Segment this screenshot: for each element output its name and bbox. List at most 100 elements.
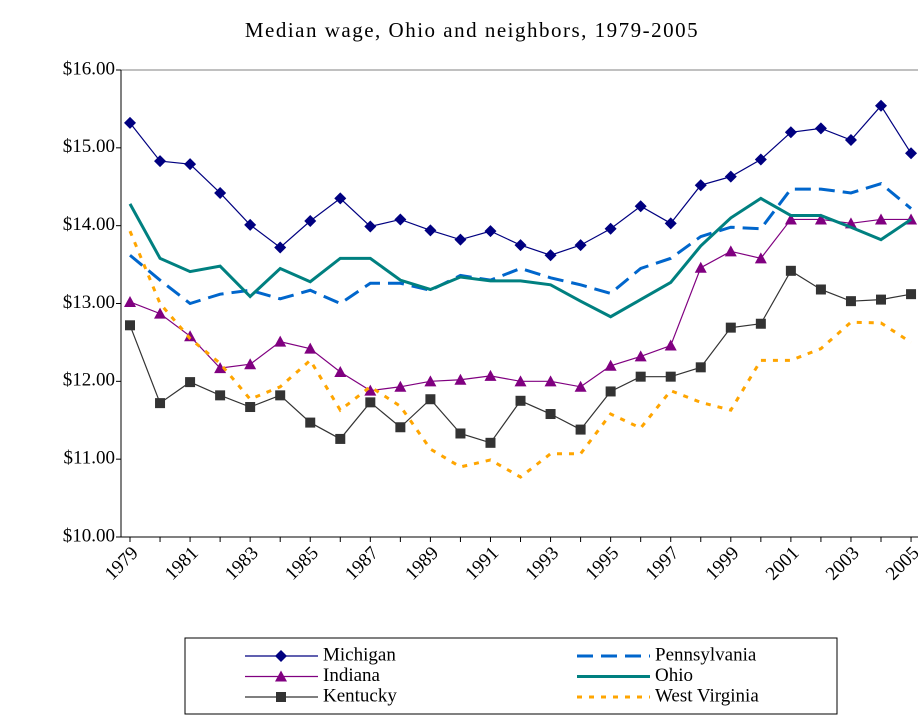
marker: [814, 213, 827, 225]
marker: [455, 428, 466, 439]
y-tick-label: $10.00: [63, 525, 115, 546]
marker: [725, 322, 736, 333]
series-line: [129, 181, 912, 306]
marker: [664, 217, 677, 230]
marker: [364, 384, 377, 396]
x-tick-label: 1991: [461, 543, 503, 585]
marker: [574, 239, 587, 252]
marker: [695, 362, 706, 373]
marker: [125, 320, 135, 331]
marker: [304, 342, 317, 354]
marker: [845, 296, 856, 307]
marker: [454, 233, 467, 246]
marker: [815, 284, 826, 295]
marker: [514, 375, 527, 387]
marker: [515, 395, 526, 406]
x-tick-label: 1981: [161, 543, 203, 585]
marker: [604, 359, 617, 371]
y-tick-label: $13.00: [63, 292, 115, 313]
marker: [276, 692, 286, 702]
marker: [275, 650, 287, 662]
x-tick-label: 1979: [101, 543, 143, 585]
marker: [184, 330, 197, 342]
marker: [634, 350, 647, 362]
marker: [334, 365, 347, 377]
marker: [544, 375, 557, 387]
marker: [245, 402, 256, 413]
marker: [185, 377, 196, 388]
marker: [514, 239, 527, 252]
y-tick-label: $16.00: [63, 58, 115, 79]
marker: [545, 409, 556, 420]
marker: [844, 134, 857, 147]
marker: [694, 261, 707, 273]
y-tick-label: $12.00: [63, 370, 115, 391]
marker: [154, 307, 167, 319]
marker: [454, 373, 467, 385]
legend-label: Indiana: [323, 665, 381, 686]
marker: [124, 295, 136, 307]
x-tick-label: 1987: [341, 543, 383, 585]
marker: [275, 390, 286, 401]
marker: [754, 252, 767, 264]
x-tick-label: 1995: [582, 543, 624, 585]
marker: [544, 249, 557, 262]
marker: [394, 213, 407, 226]
marker: [784, 213, 797, 225]
legend-label: West Virginia: [655, 685, 759, 706]
series-line: [129, 269, 912, 444]
legend-label: Michigan: [323, 644, 396, 665]
marker: [424, 375, 437, 387]
marker: [664, 339, 677, 351]
series-line: [129, 104, 912, 256]
x-tick-label: 1983: [221, 543, 263, 585]
marker: [394, 380, 407, 392]
marker: [785, 265, 796, 276]
x-tick-label: 1985: [281, 543, 323, 585]
marker: [334, 192, 347, 205]
marker: [875, 99, 887, 112]
marker: [304, 214, 317, 227]
y-tick-label: $14.00: [63, 214, 115, 235]
marker: [155, 398, 166, 409]
x-tick-label: 2005: [882, 543, 918, 585]
marker: [754, 153, 767, 166]
marker: [574, 380, 587, 392]
marker: [214, 362, 227, 374]
marker: [875, 213, 887, 225]
x-tick-label: 1997: [642, 543, 684, 585]
marker: [124, 116, 136, 129]
marker: [604, 222, 617, 235]
x-tick-label: 1993: [521, 543, 563, 585]
marker: [724, 245, 737, 257]
marker: [154, 155, 167, 168]
marker: [335, 433, 346, 444]
marker: [575, 424, 586, 435]
series-line: [128, 230, 912, 479]
marker: [634, 200, 647, 213]
marker: [184, 158, 197, 171]
marker: [784, 126, 797, 139]
x-tick-label: 1999: [702, 543, 744, 585]
marker: [424, 224, 437, 237]
marker: [305, 417, 316, 428]
marker: [605, 386, 616, 397]
marker: [906, 289, 917, 300]
marker: [814, 122, 827, 135]
y-tick-label: $15.00: [63, 136, 115, 157]
marker: [724, 170, 737, 183]
marker: [274, 241, 287, 254]
marker: [214, 186, 227, 199]
marker: [485, 437, 496, 448]
marker: [905, 147, 918, 160]
x-tick-label: 2003: [822, 543, 864, 585]
marker: [395, 422, 406, 433]
series-line: [128, 196, 912, 319]
y-tick-label: $11.00: [63, 448, 115, 469]
legend-label: Ohio: [655, 665, 693, 686]
marker: [274, 335, 287, 347]
legend-label: Pennsylvania: [655, 644, 757, 665]
marker: [755, 318, 766, 329]
x-tick-label: 2001: [762, 543, 804, 585]
chart-title: Median wage, Ohio and neighbors, 1979-20…: [245, 18, 699, 42]
